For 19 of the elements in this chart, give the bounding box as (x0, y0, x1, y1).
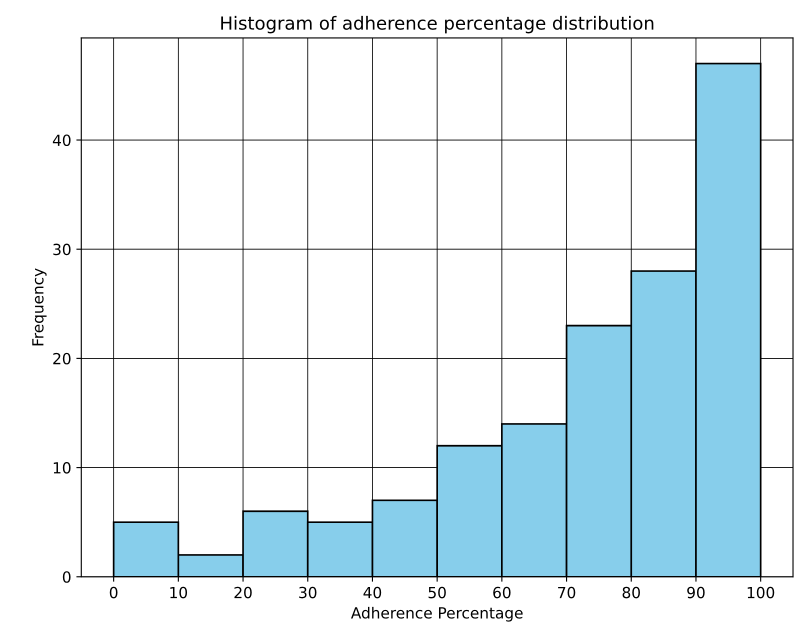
y-tick-label: 30 (53, 244, 71, 256)
x-tick-label: 40 (363, 586, 382, 598)
x-tick-label: 10 (170, 586, 188, 598)
x-tick-label: 60 (493, 586, 511, 598)
y-axis-title: Frequency (32, 268, 47, 346)
x-tick-label: 80 (622, 586, 640, 598)
y-tick-label: 40 (52, 134, 71, 146)
y-tick-label: 20 (53, 352, 71, 364)
y-tick-label: 0 (62, 571, 71, 583)
x-tick-label: 0 (110, 586, 118, 598)
x-tick-label: 50 (428, 586, 446, 598)
y-tick-label: 10 (54, 462, 71, 474)
x-tick-label: 20 (234, 586, 252, 598)
x-axis-title: Adherence Percentage (350, 606, 523, 622)
x-tick-label: 30 (299, 586, 316, 598)
x-tick-label: 100 (748, 586, 774, 598)
x-tick-label: 90 (687, 586, 705, 598)
chart-title: Histogram of adherence percentage distribution (221, 16, 654, 34)
x-tick-label: 70 (558, 586, 576, 598)
